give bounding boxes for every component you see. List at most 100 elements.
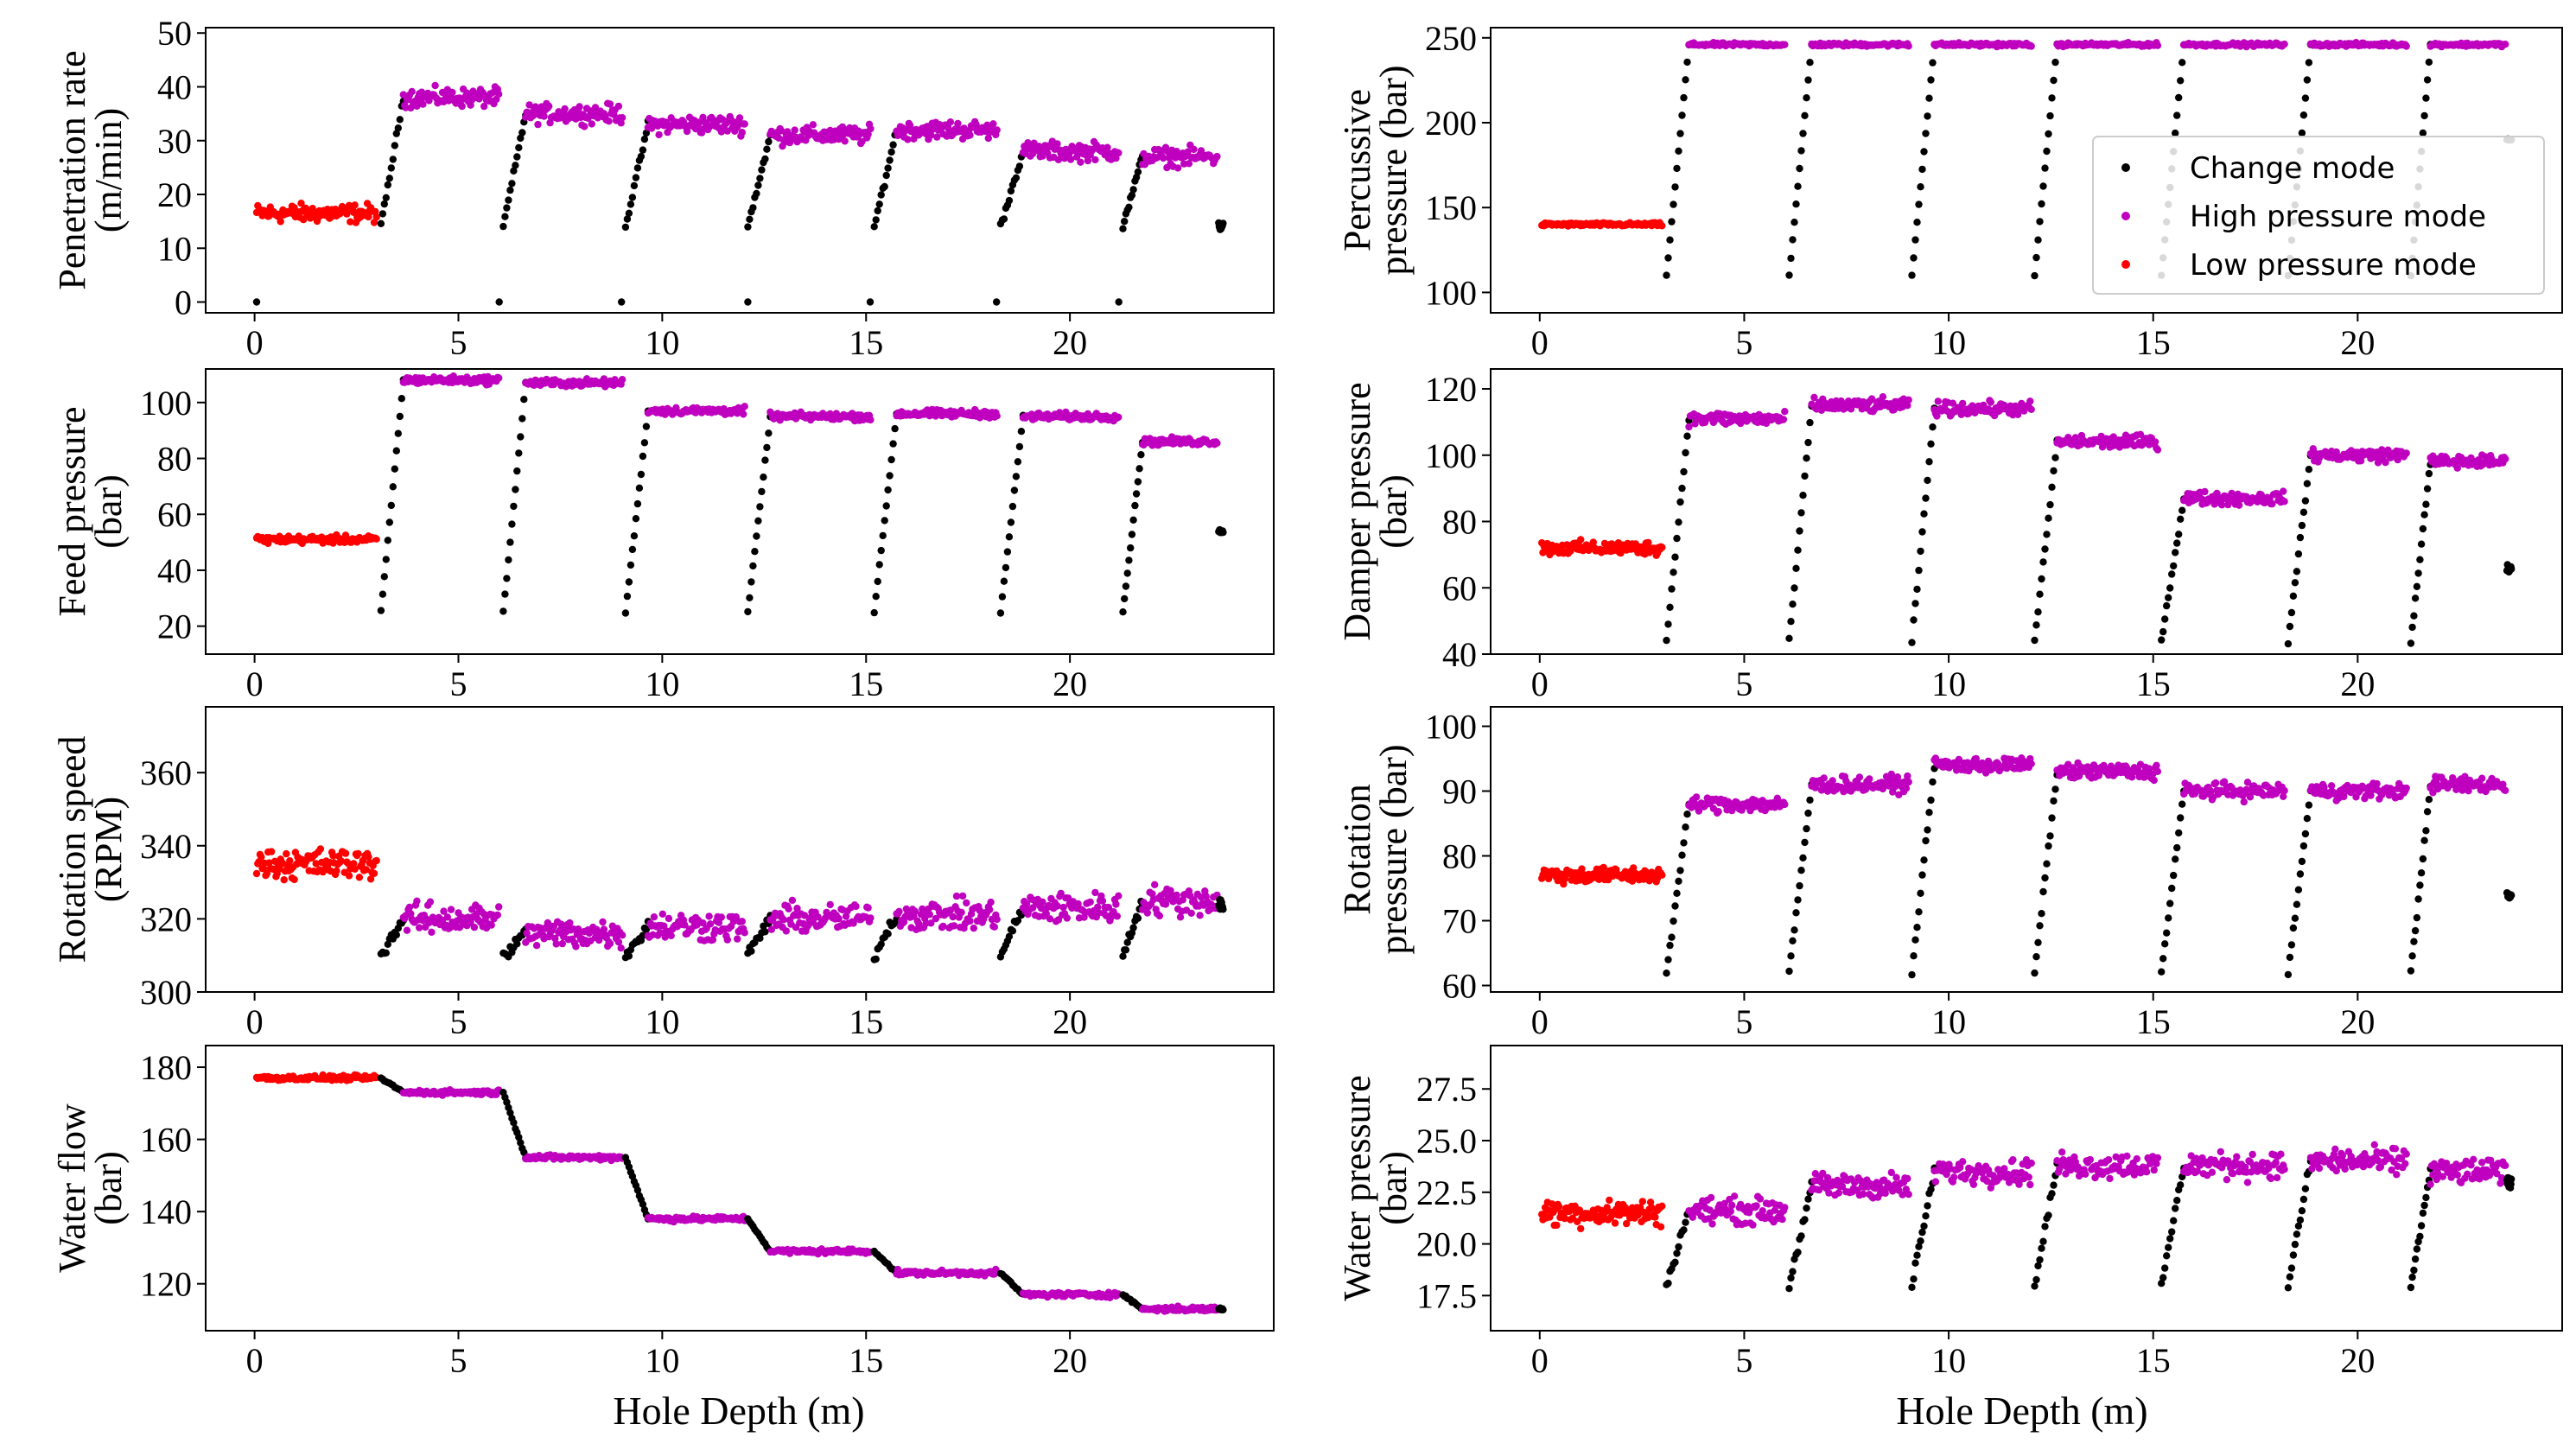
- data-point: [756, 503, 764, 511]
- data-point: [510, 1119, 518, 1127]
- data-point: [2158, 968, 2166, 976]
- data-point: [1219, 528, 1227, 537]
- data-point: [1790, 926, 1798, 934]
- legend-box: [2092, 136, 2545, 295]
- data-point: [380, 573, 388, 581]
- data-point: [1039, 898, 1046, 906]
- data-point: [2050, 76, 2058, 85]
- data-point: [1685, 423, 1693, 431]
- data-point: [2026, 397, 2034, 405]
- data-point: [1213, 152, 1221, 161]
- data-point: [952, 892, 961, 900]
- data-point: [306, 214, 315, 222]
- data-point: [2284, 639, 2293, 648]
- data-point: [499, 222, 507, 231]
- data-point: [2420, 836, 2428, 844]
- data-point: [1904, 402, 1911, 410]
- data-point: [1811, 784, 1819, 792]
- data-point: [1148, 890, 1156, 898]
- data-point: [2411, 926, 2420, 935]
- x-tick-label: 20: [1053, 1002, 1087, 1041]
- data-point: [2177, 515, 2185, 523]
- data-point: [470, 923, 479, 931]
- data-point: [2027, 405, 2035, 413]
- data-point: [2034, 236, 2042, 244]
- data-point: [2175, 531, 2183, 538]
- data-point: [487, 921, 495, 929]
- data-point: [1879, 393, 1887, 401]
- data-point: [761, 155, 769, 163]
- data-point: [1185, 160, 1193, 168]
- data-point: [767, 925, 775, 933]
- data-point: [2508, 891, 2516, 900]
- data-point: [2357, 457, 2365, 465]
- data-point: [1803, 455, 1810, 462]
- data-point: [1682, 448, 1689, 457]
- x-tick-label: 10: [1931, 664, 1966, 703]
- data-point: [884, 164, 892, 172]
- data-point: [706, 920, 715, 928]
- data-point: [749, 204, 757, 212]
- data-point: [874, 577, 881, 586]
- data-point: [2280, 786, 2288, 795]
- y-axis-label: Rotation speed: [51, 736, 93, 963]
- data-point: [263, 869, 271, 878]
- data-point: [354, 849, 362, 858]
- data-point: [867, 416, 875, 424]
- data-point: [499, 607, 507, 615]
- data-point: [1789, 601, 1797, 608]
- plot-frame: [205, 368, 1275, 655]
- data-point: [881, 182, 888, 191]
- data-point: [993, 412, 1001, 420]
- y-tick-label: 120: [1425, 370, 1477, 409]
- data-point: [506, 1109, 514, 1117]
- data-point: [639, 146, 647, 154]
- x-tick-label: 20: [2340, 664, 2375, 703]
- data-point: [403, 926, 411, 934]
- data-point: [746, 215, 754, 223]
- data-point: [993, 298, 1001, 306]
- y-axis-label: Penetration rate: [51, 50, 93, 289]
- data-point: [1910, 254, 1918, 262]
- data-point: [925, 911, 934, 919]
- data-point: [382, 949, 390, 957]
- data-point: [717, 913, 725, 921]
- data-point: [627, 200, 635, 208]
- data-point: [1779, 416, 1788, 423]
- data-point: [561, 105, 569, 113]
- data-point: [1922, 494, 1930, 502]
- data-point: [705, 912, 713, 920]
- y-tick-label: 10: [157, 229, 192, 268]
- data-point: [2289, 592, 2298, 600]
- data-point: [1829, 777, 1836, 785]
- data-point: [2291, 914, 2299, 922]
- data-point: [630, 181, 639, 190]
- data-point: [1002, 563, 1010, 572]
- data-point: [350, 860, 358, 868]
- data-point: [2048, 483, 2056, 491]
- data-point: [2408, 952, 2416, 960]
- data-point: [515, 449, 523, 457]
- data-point: [1155, 912, 1164, 920]
- data-point: [1925, 458, 1933, 466]
- data-point: [2166, 584, 2174, 592]
- data-point: [385, 175, 393, 182]
- data-point: [2201, 487, 2209, 496]
- data-point: [1785, 634, 1793, 642]
- data-point: [1091, 156, 1099, 164]
- data-point: [447, 906, 455, 913]
- data-point: [1905, 778, 1912, 786]
- data-point: [884, 486, 892, 494]
- data-point: [267, 848, 276, 855]
- data-point: [841, 137, 849, 145]
- data-point: [1098, 897, 1107, 905]
- data-point: [2280, 487, 2287, 495]
- data-point: [2032, 621, 2040, 629]
- data-point: [740, 410, 747, 418]
- y-tick-label: 100: [1425, 708, 1477, 747]
- data-point: [2036, 218, 2044, 226]
- data-point: [1671, 553, 1679, 561]
- data-point: [2168, 884, 2176, 893]
- data-point: [761, 456, 769, 464]
